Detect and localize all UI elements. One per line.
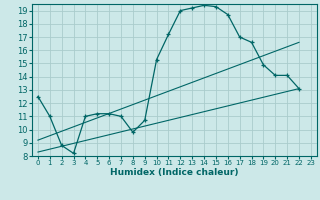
X-axis label: Humidex (Indice chaleur): Humidex (Indice chaleur) xyxy=(110,168,239,177)
